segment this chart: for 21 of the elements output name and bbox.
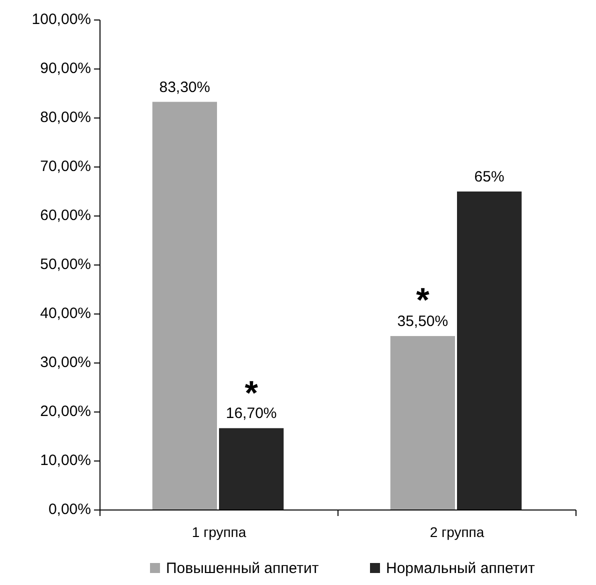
y-tick-label: 0,00% bbox=[48, 500, 91, 518]
bar bbox=[219, 428, 284, 510]
data-label: 83,30% bbox=[159, 78, 210, 96]
y-tick-label: 20,00% bbox=[40, 402, 91, 420]
legend-label: Повышенный аппетит bbox=[166, 560, 319, 577]
data-label: 65% bbox=[474, 168, 504, 186]
y-tick-label: 60,00% bbox=[40, 206, 91, 224]
bar bbox=[457, 192, 522, 510]
y-tick-label: 10,00% bbox=[40, 452, 91, 469]
y-tick-label: 90,00% bbox=[40, 60, 91, 77]
y-tick-label: 100,00% bbox=[32, 10, 91, 28]
y-tick-label: 50,00% bbox=[40, 256, 91, 273]
x-tick-label: 1 группа bbox=[192, 524, 246, 540]
y-tick-label: 70,00% bbox=[40, 158, 91, 175]
y-tick-label: 30,00% bbox=[40, 354, 91, 371]
y-tick-label: 80,00% bbox=[40, 108, 91, 126]
x-tick-label: 2 группа bbox=[430, 524, 484, 540]
bar bbox=[152, 102, 217, 510]
y-tick-label: 40,00% bbox=[40, 304, 91, 322]
bar bbox=[390, 336, 455, 510]
legend-label: Нормальный аппетит bbox=[386, 560, 536, 577]
